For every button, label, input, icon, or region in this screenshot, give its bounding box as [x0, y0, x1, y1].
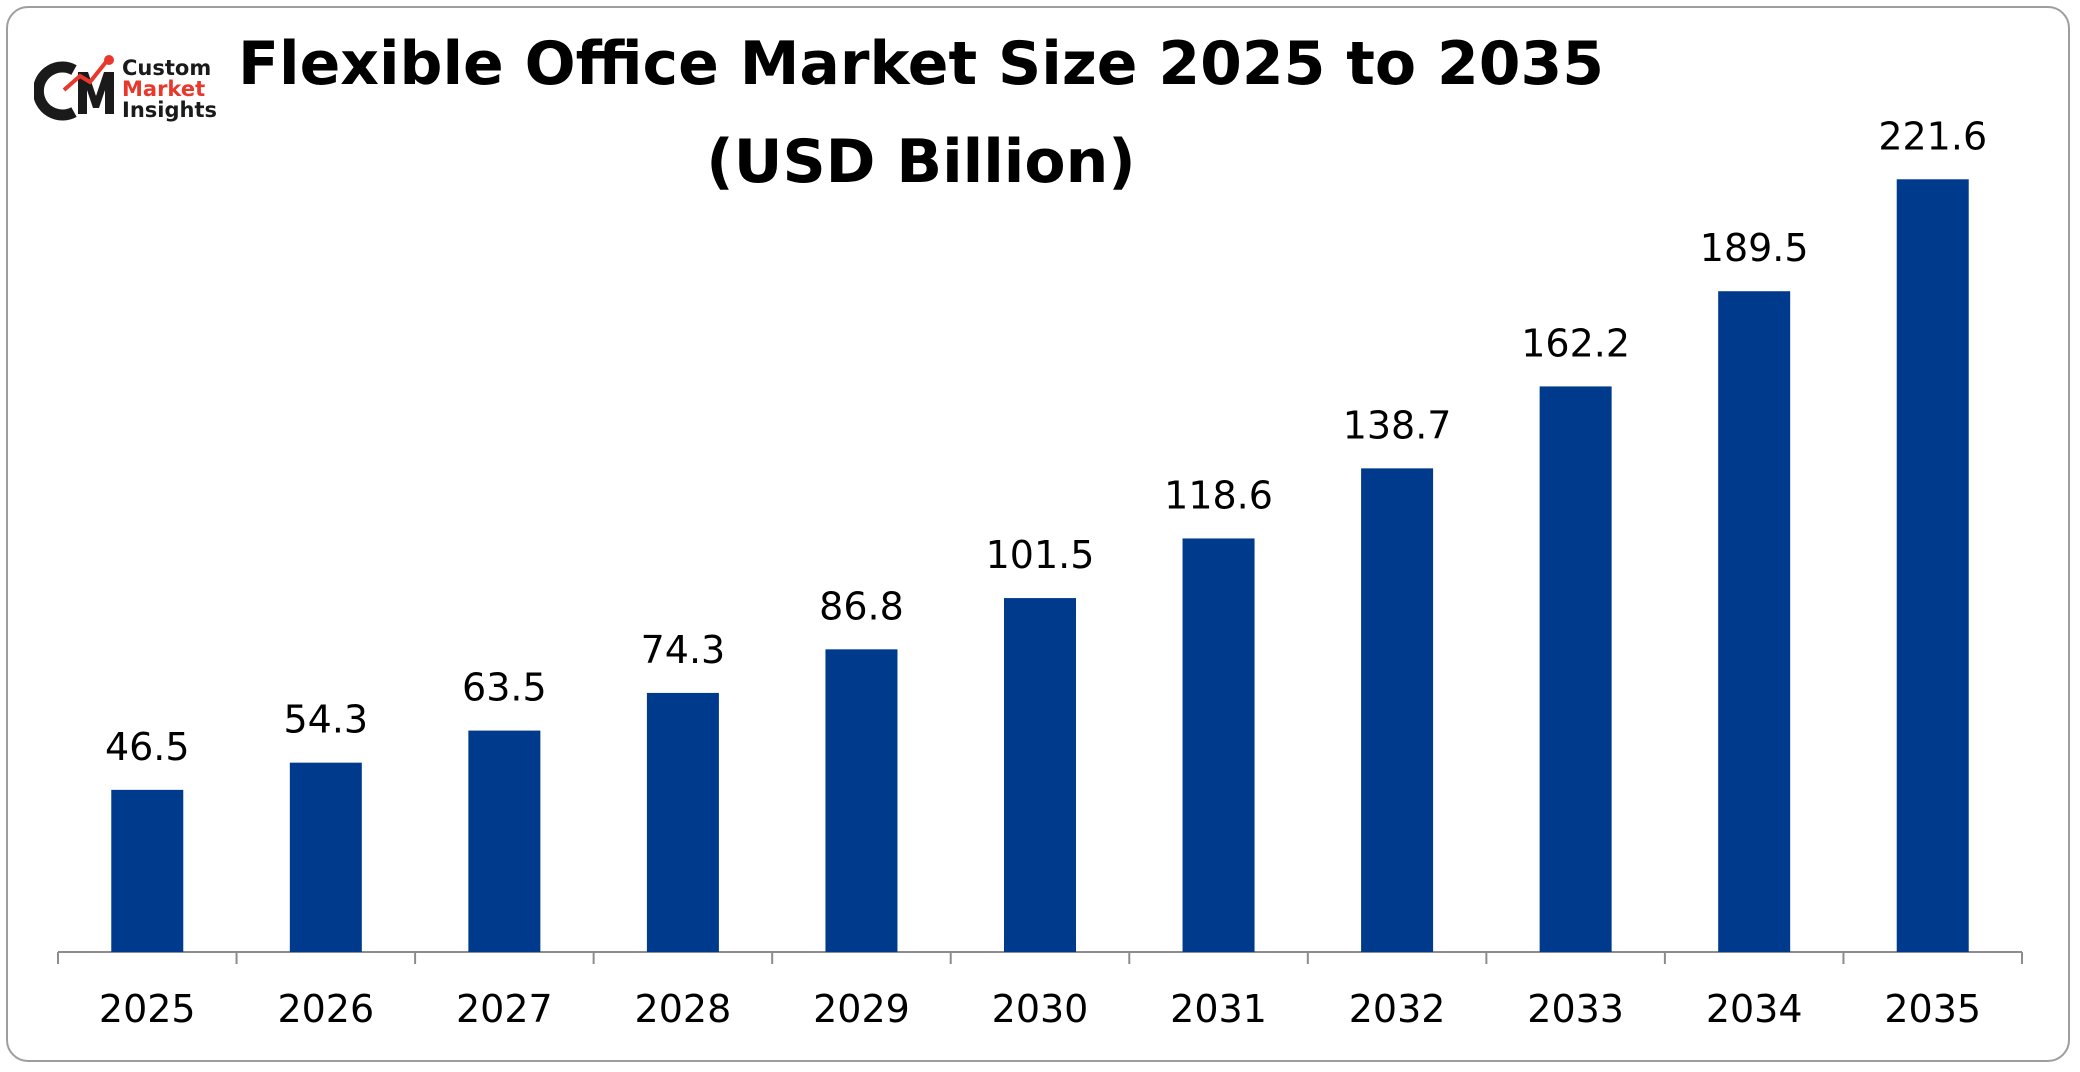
x-tick-label-2030: 2030: [992, 987, 1089, 1031]
data-label-2033: 162.2: [1521, 321, 1630, 365]
bar-2033: [1539, 386, 1612, 952]
x-tick-label-2027: 2027: [456, 987, 553, 1031]
bar-2028: [646, 692, 719, 952]
brand-line-1: Custom: [122, 56, 212, 80]
x-tick-label-2033: 2033: [1527, 987, 1624, 1031]
x-tick-label-2034: 2034: [1706, 987, 1803, 1031]
data-label-2030: 101.5: [986, 533, 1095, 577]
bar-2029: [825, 649, 898, 952]
data-label-2026: 54.3: [284, 698, 369, 742]
data-label-2035: 221.6: [1878, 114, 1987, 158]
bar-2030: [1004, 598, 1076, 952]
x-tick-label-2032: 2032: [1349, 987, 1446, 1031]
x-tick-label-2031: 2031: [1170, 987, 1267, 1031]
bar-2027: [468, 730, 541, 952]
data-label-2034: 189.5: [1700, 226, 1809, 270]
data-label-2027: 63.5: [462, 666, 547, 710]
data-label-2025: 46.5: [105, 725, 190, 769]
data-label-2028: 74.3: [641, 628, 726, 672]
bar-2025: [111, 789, 184, 952]
chart-subtitle: (USD Billion): [706, 127, 1136, 197]
brand-line-3: Insights: [122, 98, 217, 122]
chart-title: Flexible Office Market Size 2025 to 2035: [238, 29, 1604, 99]
brand-wordmark: Custom Market Insights: [122, 58, 217, 121]
data-label-2032: 138.7: [1343, 403, 1452, 447]
x-tick-label-2029: 2029: [813, 987, 910, 1031]
x-tick-label-2028: 2028: [635, 987, 732, 1031]
bar-2026: [289, 762, 362, 952]
brand-line-2: Market: [122, 77, 206, 101]
brand-logo: Custom Market Insights: [34, 50, 224, 130]
bar-2031: [1182, 538, 1255, 952]
bar-2034: [1718, 291, 1791, 952]
bar-2035: [1896, 179, 1969, 953]
data-label-2029: 86.8: [819, 584, 904, 628]
x-tick-label-2025: 2025: [99, 987, 196, 1031]
data-label-2031: 118.6: [1164, 473, 1273, 517]
cmi-logo-icon: [34, 55, 114, 121]
bar-2032: [1361, 468, 1434, 952]
x-tick-label-2035: 2035: [1884, 987, 1981, 1031]
x-tick-label-2026: 2026: [277, 987, 374, 1031]
